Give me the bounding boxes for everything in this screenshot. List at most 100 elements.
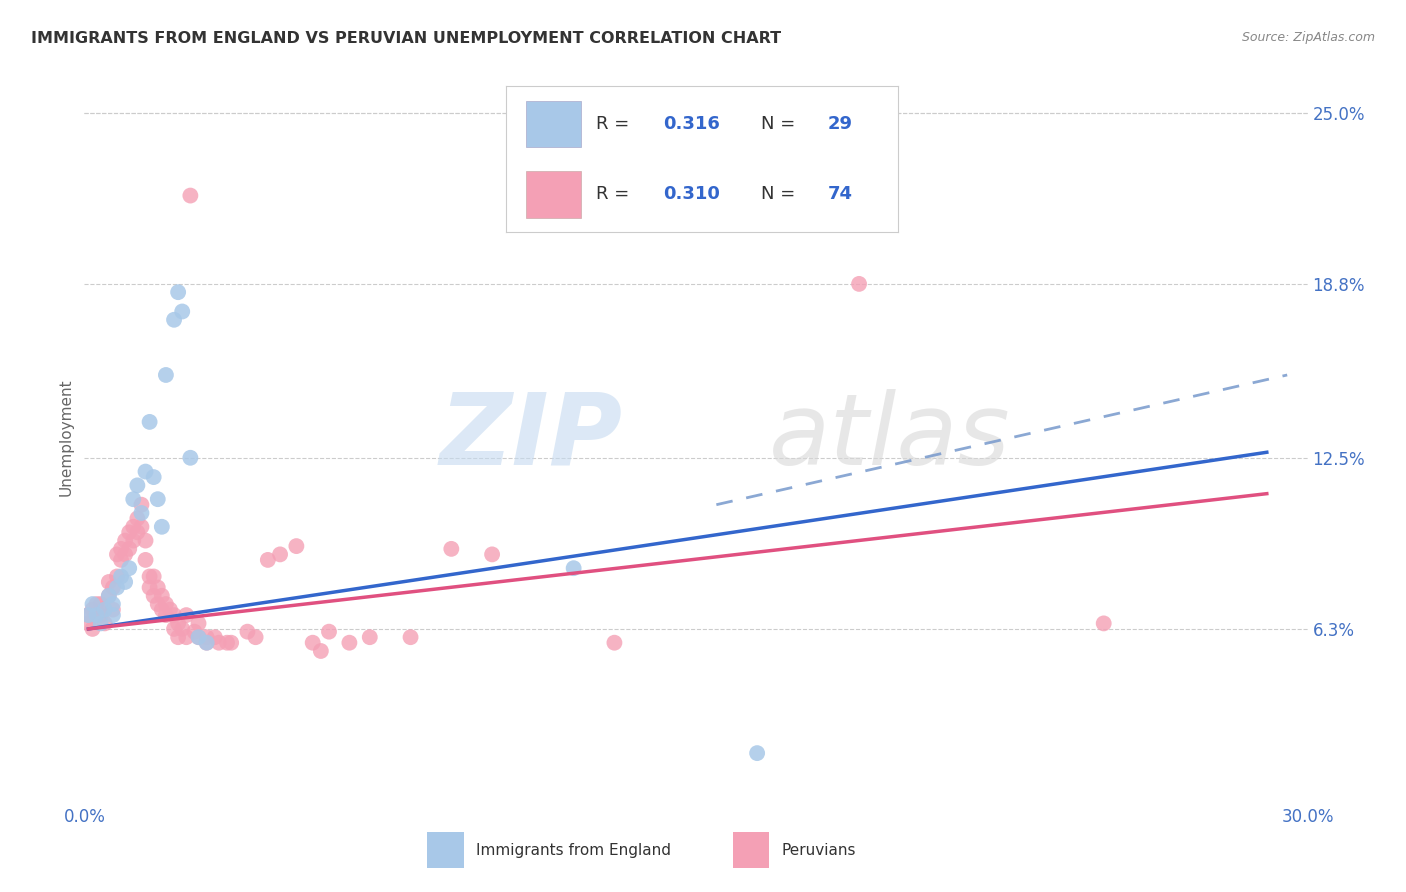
Point — [481, 548, 503, 562]
Point — [163, 312, 186, 326]
Point — [101, 581, 124, 595]
Point — [114, 548, 136, 562]
Point — [399, 630, 422, 644]
Point — [269, 548, 291, 562]
Point — [747, 746, 769, 760]
Point — [127, 511, 149, 525]
Point — [86, 608, 108, 623]
Text: atlas: atlas — [769, 389, 1011, 485]
Point — [93, 616, 115, 631]
Point — [142, 470, 165, 484]
Point — [146, 492, 169, 507]
Point — [187, 616, 209, 631]
Point — [167, 285, 190, 300]
Point — [97, 589, 120, 603]
Point — [101, 602, 124, 616]
Point — [118, 561, 141, 575]
Point — [82, 622, 104, 636]
Point — [97, 574, 120, 589]
Point — [110, 541, 132, 556]
Point — [138, 569, 160, 583]
Point — [150, 602, 173, 616]
Point — [174, 630, 197, 644]
Point — [114, 574, 136, 589]
Point — [142, 589, 165, 603]
Point — [359, 630, 381, 644]
Point — [86, 597, 108, 611]
Point — [138, 581, 160, 595]
Y-axis label: Unemployment: Unemployment — [58, 378, 73, 496]
Point — [86, 608, 108, 623]
Point — [219, 636, 242, 650]
Point — [301, 636, 323, 650]
Point — [105, 581, 128, 595]
Point — [101, 608, 124, 623]
Point — [155, 597, 177, 611]
Point — [208, 636, 231, 650]
Point — [187, 630, 209, 644]
Point — [142, 569, 165, 583]
Point — [217, 636, 239, 650]
Point — [135, 465, 157, 479]
Point — [562, 561, 585, 575]
Point — [236, 624, 259, 639]
Point — [204, 630, 226, 644]
Point — [77, 616, 100, 631]
Point — [174, 608, 197, 623]
Point — [848, 277, 870, 291]
Point — [90, 597, 112, 611]
Point — [167, 630, 190, 644]
Point — [155, 608, 177, 623]
Point — [90, 608, 112, 623]
Point — [195, 630, 218, 644]
Point — [179, 450, 201, 465]
Point — [93, 602, 115, 616]
Text: IMMIGRANTS FROM ENGLAND VS PERUVIAN UNEMPLOYMENT CORRELATION CHART: IMMIGRANTS FROM ENGLAND VS PERUVIAN UNEM… — [31, 31, 782, 46]
Point — [179, 188, 201, 202]
Point — [135, 553, 157, 567]
Point — [172, 622, 194, 636]
Point — [187, 630, 209, 644]
Point — [93, 602, 115, 616]
Point — [127, 525, 149, 540]
Point — [77, 608, 100, 623]
Point — [138, 415, 160, 429]
Point — [309, 644, 332, 658]
Point — [105, 569, 128, 583]
Point — [440, 541, 463, 556]
Point — [257, 553, 280, 567]
Point — [97, 589, 120, 603]
Point — [183, 624, 205, 639]
Point — [172, 304, 194, 318]
Point — [245, 630, 267, 644]
Point — [114, 533, 136, 548]
Point — [163, 608, 186, 623]
Point — [318, 624, 340, 639]
Point — [603, 636, 626, 650]
Point — [131, 506, 153, 520]
Point — [131, 520, 153, 534]
Point — [82, 602, 104, 616]
Point — [82, 597, 104, 611]
Point — [122, 492, 145, 507]
Point — [195, 636, 218, 650]
Point — [122, 520, 145, 534]
Point — [101, 597, 124, 611]
Point — [122, 533, 145, 548]
Point — [77, 608, 100, 623]
Point — [127, 478, 149, 492]
Point — [118, 525, 141, 540]
Point — [159, 602, 181, 616]
Point — [105, 548, 128, 562]
Point — [155, 368, 177, 382]
Point — [163, 622, 186, 636]
Point — [167, 616, 190, 631]
Point — [195, 636, 218, 650]
Point — [110, 553, 132, 567]
Point — [90, 616, 112, 631]
Point — [285, 539, 308, 553]
Point — [150, 520, 173, 534]
Point — [118, 541, 141, 556]
Point — [150, 589, 173, 603]
Point — [131, 498, 153, 512]
